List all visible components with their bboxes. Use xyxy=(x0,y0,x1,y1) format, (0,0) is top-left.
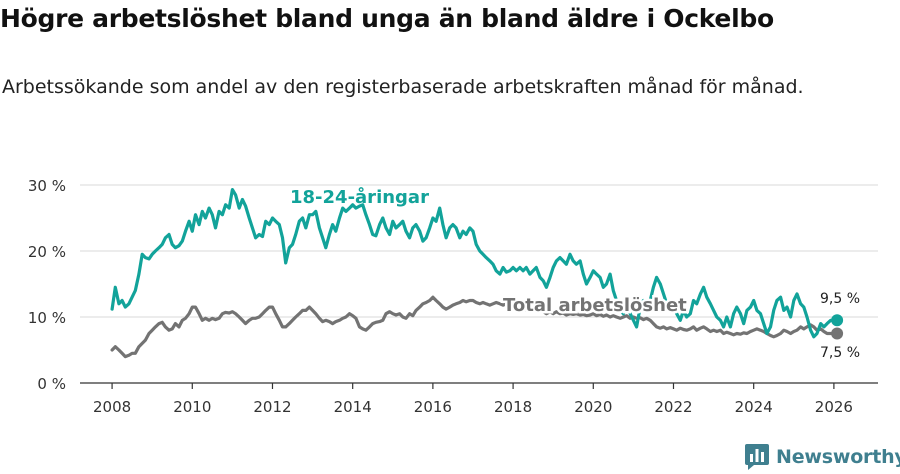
x-tick-label: 2008 xyxy=(93,398,131,416)
series-endpoint-total xyxy=(831,327,844,340)
page-title: Högre arbetslöshet bland unga än bland ä… xyxy=(0,4,774,33)
labels-layer: 18-24-åringar Total arbetslöshet 9,5 % 7,5 … xyxy=(290,186,860,361)
series-label-total: Total arbetslöshet xyxy=(503,295,687,316)
y-tick-label: 0 % xyxy=(37,375,66,393)
newsworthy-logo: Newsworthy xyxy=(744,442,900,472)
end-value-label-total: 7,5 % xyxy=(820,345,860,361)
x-tick-label: 2026 xyxy=(815,398,853,416)
page-subtitle: Arbetssökande som andel av den registerb… xyxy=(2,76,804,98)
x-tick-label: 2012 xyxy=(253,398,291,416)
y-tick-label: 30 % xyxy=(28,177,66,195)
x-tick-label: 2022 xyxy=(654,398,692,416)
x-tick-label: 2016 xyxy=(414,398,452,416)
series-line-youth xyxy=(110,188,839,339)
y-tick-label: 10 % xyxy=(28,309,66,327)
newsworthy-logo-text: Newsworthy xyxy=(776,446,900,468)
series-line-total xyxy=(110,295,839,359)
axes: 0 % 10 % 20 % 30 % 2008 2010 2012 2014 2016 2018 2… xyxy=(28,177,878,416)
x-tick-label: 2020 xyxy=(574,398,612,416)
y-tick-label: 20 % xyxy=(28,243,66,261)
x-tick-label: 2018 xyxy=(494,398,532,416)
series-layer xyxy=(110,188,844,359)
x-tick-label: 2024 xyxy=(735,398,773,416)
series-label-youth: 18-24-åringar xyxy=(290,186,429,208)
x-tick-label: 2014 xyxy=(334,398,372,416)
series-endpoint-youth xyxy=(831,314,844,327)
end-value-label-youth: 9,5 % xyxy=(820,291,860,307)
x-tick-label: 2010 xyxy=(173,398,211,416)
newsworthy-logo-icon xyxy=(745,444,769,470)
